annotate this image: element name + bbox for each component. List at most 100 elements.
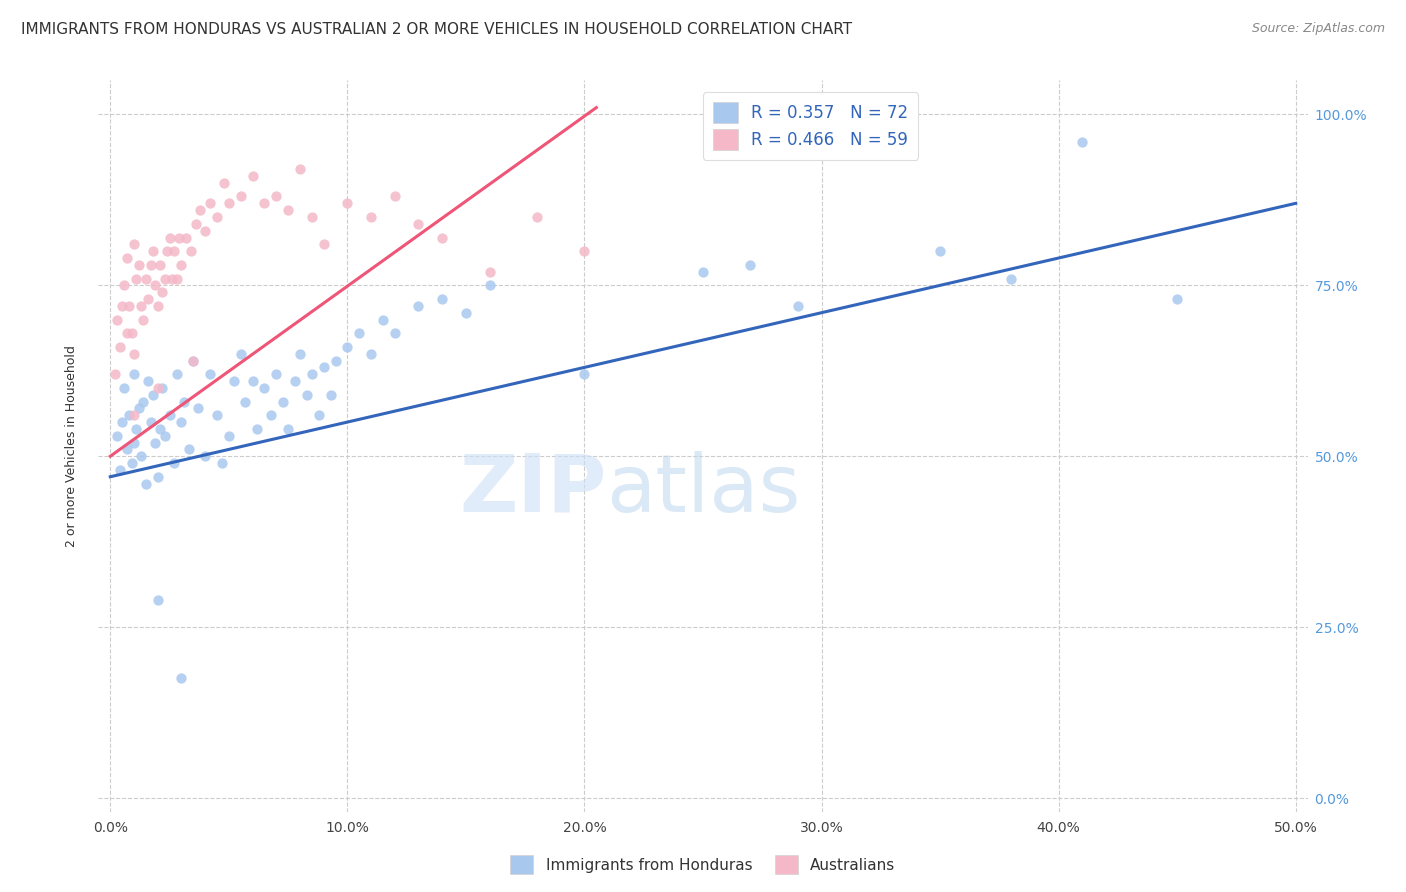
Point xyxy=(190,203,212,218)
Point xyxy=(526,210,548,224)
Point xyxy=(288,347,311,361)
Point xyxy=(235,394,257,409)
Point xyxy=(122,368,145,382)
Text: Source: ZipAtlas.com: Source: ZipAtlas.com xyxy=(1251,22,1385,36)
Point xyxy=(301,210,323,224)
Point xyxy=(222,374,245,388)
Point xyxy=(139,258,162,272)
Point xyxy=(384,326,406,341)
Point xyxy=(478,265,501,279)
Legend: Immigrants from Honduras, Australians: Immigrants from Honduras, Australians xyxy=(505,849,901,880)
Point xyxy=(1166,292,1188,306)
Point xyxy=(132,312,155,326)
Y-axis label: 2 or more Vehicles in Household: 2 or more Vehicles in Household xyxy=(65,345,77,547)
Point xyxy=(118,409,141,423)
Point xyxy=(125,422,148,436)
Text: ZIP: ZIP xyxy=(458,450,606,529)
Point xyxy=(159,409,181,423)
Point xyxy=(205,210,228,224)
Point xyxy=(152,381,174,395)
Point xyxy=(740,258,762,272)
Point xyxy=(347,326,370,341)
Point xyxy=(128,258,150,272)
Point xyxy=(301,368,323,382)
Point xyxy=(136,374,159,388)
Point xyxy=(129,299,152,313)
Point xyxy=(170,672,193,686)
Point xyxy=(114,278,136,293)
Point xyxy=(111,415,134,429)
Point xyxy=(135,476,157,491)
Point xyxy=(122,409,145,423)
Text: IMMIGRANTS FROM HONDURAS VS AUSTRALIAN 2 OR MORE VEHICLES IN HOUSEHOLD CORRELATI: IMMIGRANTS FROM HONDURAS VS AUSTRALIAN 2… xyxy=(21,22,852,37)
Point xyxy=(105,312,128,326)
Point xyxy=(149,258,172,272)
Text: atlas: atlas xyxy=(606,450,800,529)
Point xyxy=(312,360,335,375)
Point xyxy=(146,381,169,395)
Point xyxy=(319,388,342,402)
Point xyxy=(325,353,347,368)
Point xyxy=(212,176,235,190)
Point xyxy=(574,244,596,259)
Point xyxy=(121,456,143,470)
Point xyxy=(308,409,330,423)
Point xyxy=(136,292,159,306)
Point xyxy=(692,265,714,279)
Point xyxy=(242,169,264,183)
Point xyxy=(173,394,195,409)
Point xyxy=(115,251,138,265)
Point xyxy=(153,271,176,285)
Point xyxy=(408,299,430,313)
Point xyxy=(336,340,359,354)
Point xyxy=(284,374,307,388)
Point xyxy=(122,435,145,450)
Point xyxy=(108,463,131,477)
Point xyxy=(108,340,131,354)
Point xyxy=(194,449,217,463)
Point xyxy=(198,196,221,211)
Point xyxy=(786,299,808,313)
Point xyxy=(174,230,197,244)
Point xyxy=(170,258,193,272)
Point xyxy=(159,230,181,244)
Point xyxy=(229,347,252,361)
Point xyxy=(360,210,382,224)
Point xyxy=(360,347,382,361)
Point xyxy=(211,456,233,470)
Point xyxy=(121,326,143,341)
Point xyxy=(118,299,141,313)
Point xyxy=(205,409,228,423)
Point xyxy=(273,394,295,409)
Point xyxy=(312,237,335,252)
Point xyxy=(163,456,186,470)
Point xyxy=(149,422,172,436)
Point xyxy=(478,278,501,293)
Point xyxy=(295,388,318,402)
Point xyxy=(1071,135,1094,149)
Point xyxy=(139,415,162,429)
Point xyxy=(115,326,138,341)
Point xyxy=(129,449,152,463)
Point xyxy=(229,189,252,203)
Point xyxy=(156,244,179,259)
Point xyxy=(454,306,477,320)
Point xyxy=(152,285,174,300)
Point xyxy=(260,409,283,423)
Point xyxy=(432,292,454,306)
Point xyxy=(198,368,221,382)
Point xyxy=(114,381,136,395)
Point xyxy=(180,244,202,259)
Point xyxy=(177,442,200,457)
Legend: R = 0.357   N = 72, R = 0.466   N = 59: R = 0.357 N = 72, R = 0.466 N = 59 xyxy=(703,92,918,160)
Point xyxy=(143,278,166,293)
Point xyxy=(166,368,188,382)
Point xyxy=(187,401,209,416)
Point xyxy=(146,592,169,607)
Point xyxy=(384,189,406,203)
Point xyxy=(218,196,240,211)
Point xyxy=(146,469,169,483)
Point xyxy=(288,162,311,177)
Point xyxy=(181,353,204,368)
Point xyxy=(336,196,359,211)
